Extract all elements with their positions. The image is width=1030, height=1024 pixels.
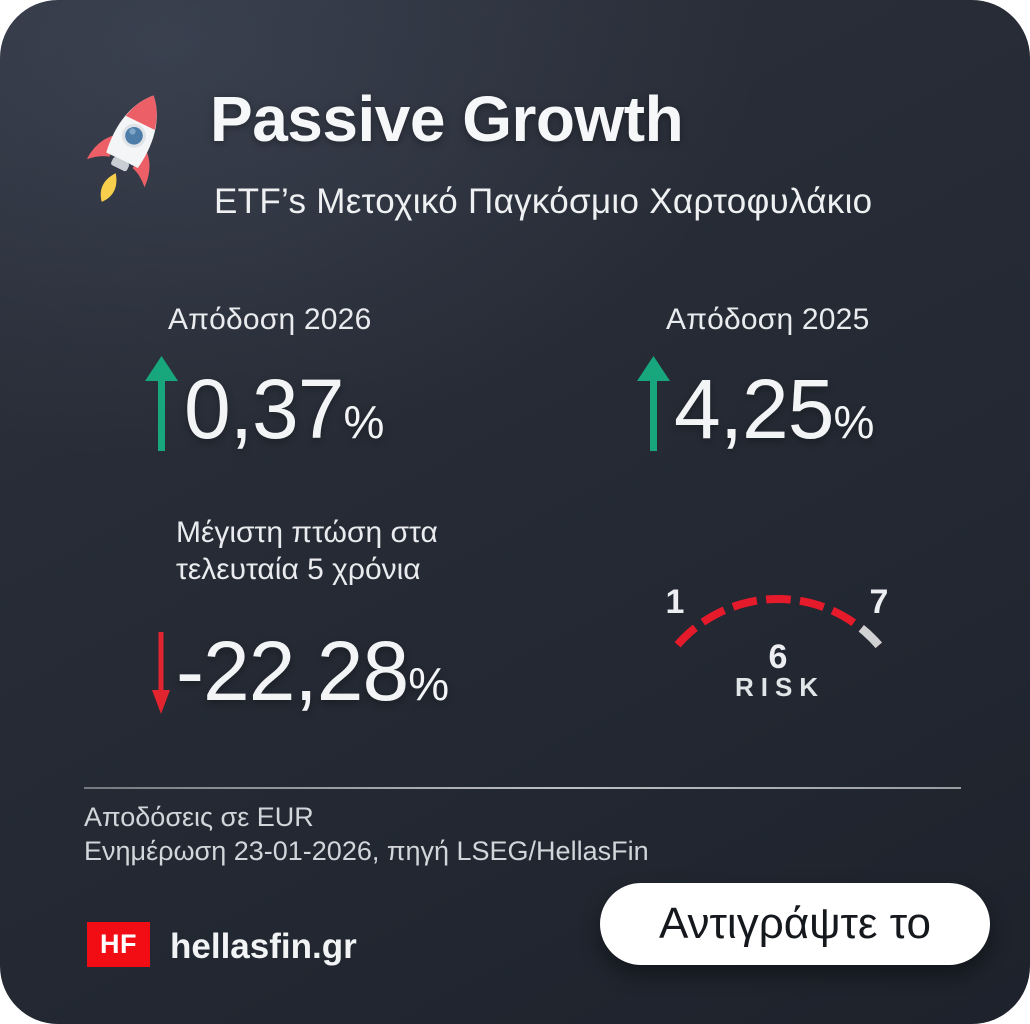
page-subtitle: ETF’s Μετοχικό Παγκόσμιο Χαρτοφυλάκιο	[214, 182, 873, 221]
website-label: hellasfin.gr	[170, 927, 357, 966]
gauge-caption: RISK	[734, 672, 826, 702]
up-arrow-icon	[145, 356, 178, 451]
stat-return-2026-value: 0,37	[184, 362, 344, 456]
gauge-max-label: 7	[869, 583, 889, 621]
stat-drawdown-unit: %	[408, 658, 450, 710]
up-arrow-icon	[637, 356, 670, 451]
stat-drawdown-label-line2: τελευταία 5 χρόνια	[176, 553, 421, 586]
hf-logo: HF	[87, 922, 150, 967]
gauge-min-label: 1	[665, 583, 685, 621]
stat-return-2026-label: Απόδοση 2026	[168, 303, 372, 336]
down-arrow-icon	[152, 632, 170, 714]
rocket-icon	[86, 95, 157, 202]
stat-return-2025-value: 4,25	[674, 362, 834, 456]
footnote-update-source: Ενημέρωση 23-01-2026, πηγή LSEG/HellasFi…	[84, 836, 649, 866]
page-title: Passive Growth	[210, 83, 684, 155]
stat-drawdown-label-line1: Μέγιστη πτώση στα	[176, 516, 438, 549]
copy-button-label: Αντιγράψτε το	[659, 899, 931, 948]
stat-drawdown-value: -22,28	[176, 624, 409, 718]
hf-logo-text: HF	[100, 929, 137, 959]
stat-return-2025-unit: %	[833, 396, 875, 448]
divider	[84, 787, 961, 789]
stat-return-2026-unit: %	[343, 396, 385, 448]
stat-return-2025-label: Απόδοση 2025	[666, 303, 870, 336]
risk-gauge-arc	[674, 594, 883, 649]
stat-drawdown-label: Μέγιστη πτώση στα τελευταία 5 χρόνια	[176, 514, 438, 588]
copy-button[interactable]: Αντιγράψτε το	[600, 883, 990, 965]
gauge-value-label: 6	[768, 638, 788, 676]
footnote-currency: Αποδόσεις σε EUR	[84, 802, 314, 832]
footnotes: Αποδόσεις σε EUR Ενημέρωση 23-01-2026, π…	[84, 800, 649, 868]
